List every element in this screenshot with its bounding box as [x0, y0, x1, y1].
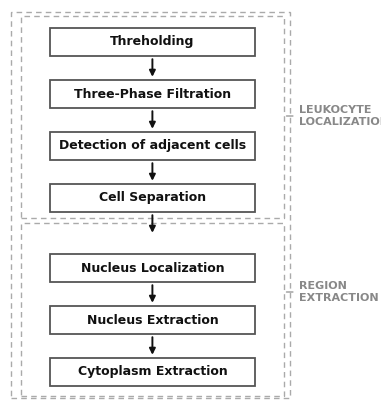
Bar	[50, 28, 255, 56]
Bar	[21, 16, 284, 218]
Bar	[21, 223, 284, 396]
Text: Nucleus Localization: Nucleus Localization	[81, 262, 224, 274]
Text: Cell Separation: Cell Separation	[99, 192, 206, 204]
Text: LEUKOCYTE
LOCALIZATION: LEUKOCYTE LOCALIZATION	[299, 105, 381, 127]
Bar	[50, 358, 255, 386]
Bar	[50, 80, 255, 108]
Bar	[11, 12, 290, 398]
Text: Detection of adjacent cells: Detection of adjacent cells	[59, 140, 246, 152]
Text: Cytoplasm Extraction: Cytoplasm Extraction	[77, 366, 227, 378]
Bar	[50, 254, 255, 282]
Text: REGION
EXTRACTION: REGION EXTRACTION	[299, 281, 379, 303]
Bar	[50, 184, 255, 212]
Text: Three-Phase Filtration: Three-Phase Filtration	[74, 88, 231, 100]
Text: Threholding: Threholding	[110, 36, 195, 48]
Text: Nucleus Extraction: Nucleus Extraction	[86, 314, 218, 326]
Bar	[50, 306, 255, 334]
Bar	[50, 132, 255, 160]
